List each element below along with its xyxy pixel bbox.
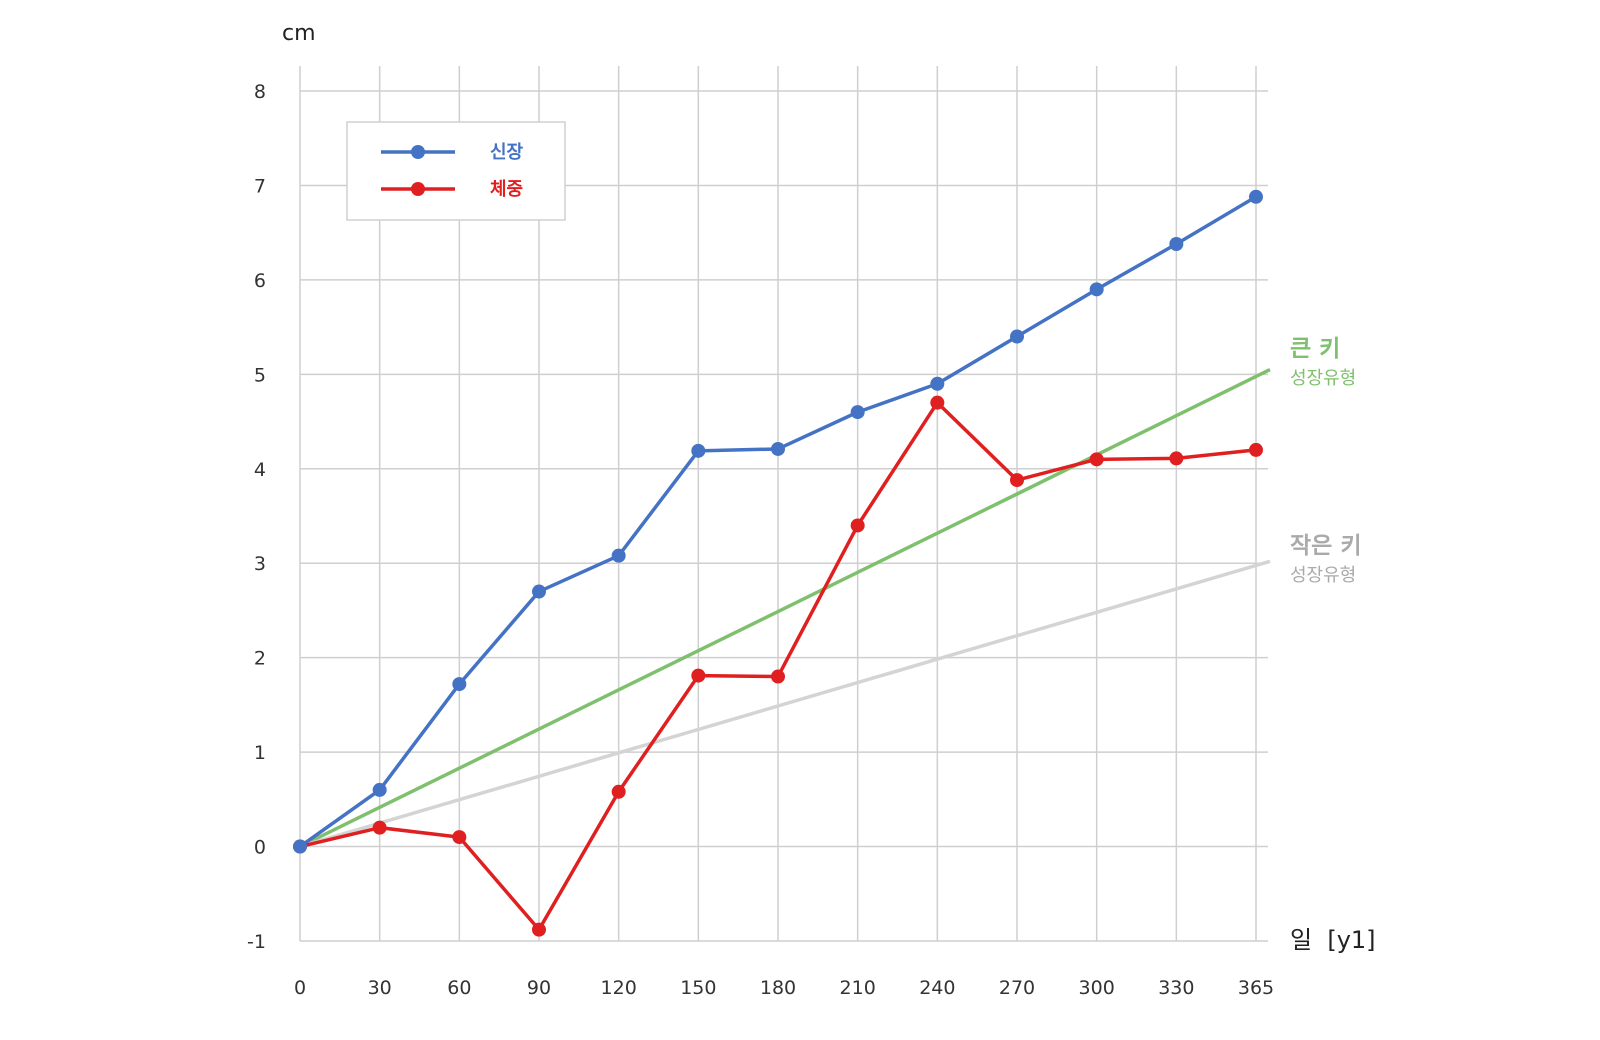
- reference-lines: [299, 368, 1271, 849]
- ref-label-tall-sub: 성장유형: [1290, 368, 1356, 389]
- x-tick-label: 90: [527, 977, 551, 999]
- data-point-height: [611, 548, 626, 563]
- x-tick-label: 30: [368, 977, 392, 999]
- x-tick-label: 240: [919, 977, 955, 999]
- data-point-height: [930, 376, 945, 391]
- data-point-weight: [1249, 442, 1263, 457]
- y-tick-label: 3: [254, 553, 266, 575]
- tick-labels: 0 30 60 90 120 150 180 210 240 270 300 330 365-10123…: [247, 81, 1274, 999]
- legend-label-height: 신장: [490, 142, 524, 163]
- data-point-weight: [1089, 452, 1104, 467]
- data-point-height: [452, 677, 467, 692]
- data-point-height: [1169, 237, 1184, 251]
- reference-line-short: [299, 559, 1271, 849]
- data-point-weight: [1010, 473, 1024, 488]
- data-point-height: [850, 405, 865, 420]
- x-tick-label: 150: [680, 977, 716, 999]
- data-point-weight: [452, 830, 467, 845]
- legend-marker-height: [411, 145, 425, 159]
- y-tick-label: 2: [254, 648, 266, 670]
- legend-marker-weight: [411, 182, 425, 196]
- reference-line-tall: [299, 368, 1271, 849]
- data-point-height: [691, 443, 706, 458]
- data-point-height: [771, 441, 785, 456]
- data-point-weight: [850, 518, 865, 533]
- x-tick-label: 120: [601, 977, 637, 999]
- data-point-weight: [930, 395, 945, 410]
- y-tick-label: 6: [254, 270, 266, 292]
- x-tick-label: 0: [294, 977, 306, 999]
- y-tick-label: 7: [254, 175, 266, 197]
- legend-box: [346, 121, 566, 221]
- y-tick-label: 0: [254, 837, 266, 859]
- data-point-weight: [1169, 451, 1184, 466]
- x-axis-label: 일 [y1]: [1290, 926, 1376, 954]
- data-point-height: [293, 839, 307, 854]
- y-tick-label: -1: [247, 931, 266, 953]
- x-tick-label: 300: [1079, 977, 1115, 999]
- data-point-height: [1089, 282, 1104, 297]
- x-tick-label: 330: [1158, 977, 1194, 999]
- ref-label-tall-title: 큰 키: [1290, 336, 1340, 362]
- data-point-weight: [532, 922, 546, 937]
- data-point-weight: [771, 669, 785, 684]
- x-tick-label: 270: [999, 977, 1035, 999]
- data-point-height: [372, 782, 387, 797]
- data-point-weight: [691, 668, 706, 683]
- y-tick-label: 4: [254, 459, 266, 481]
- y-axis-label: cm: [282, 21, 316, 46]
- x-tick-label: 180: [760, 977, 796, 999]
- y-tick-label: 5: [254, 364, 266, 386]
- ref-label-tall: 큰 키 성장유형: [1290, 336, 1356, 389]
- ref-label-short: 작은 키 성장유형: [1290, 533, 1362, 586]
- x-tick-label: 60: [447, 977, 471, 999]
- grid: [299, 66, 1268, 942]
- ref-label-short-title: 작은 키: [1290, 533, 1362, 559]
- data-point-weight: [611, 784, 626, 799]
- data-point-height: [1249, 189, 1263, 204]
- data-point-weight: [372, 820, 387, 835]
- data-point-height: [532, 584, 546, 599]
- legend-label-weight: 체중: [490, 179, 523, 200]
- data-point-height: [1010, 329, 1024, 344]
- ref-label-short-sub: 성장유형: [1290, 565, 1356, 586]
- data-series: [293, 189, 1263, 937]
- legend: 신장 체중: [346, 121, 566, 221]
- x-tick-label: 365: [1238, 977, 1274, 999]
- y-tick-label: 8: [254, 81, 266, 103]
- y-tick-label: 1: [254, 742, 266, 764]
- x-tick-label: 210: [840, 977, 876, 999]
